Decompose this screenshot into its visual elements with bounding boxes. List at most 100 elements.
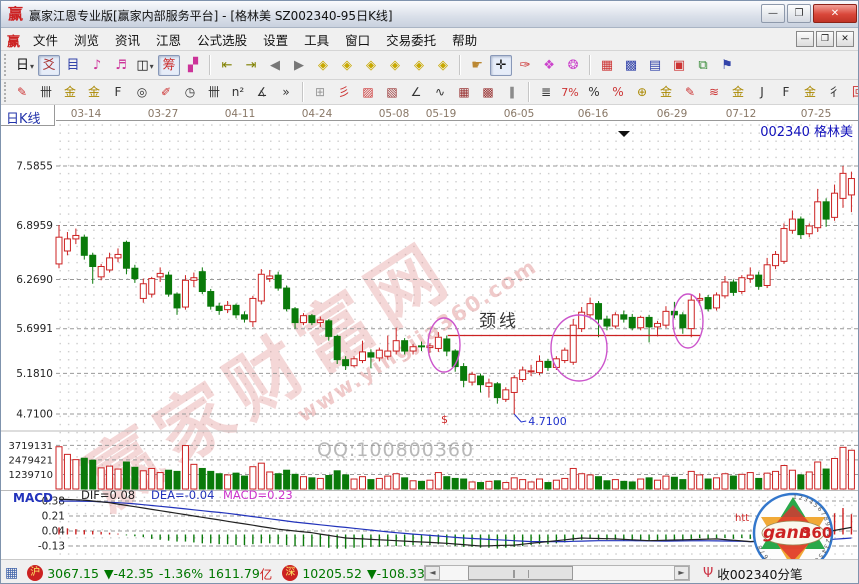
pct-icon[interactable]: %: [588, 84, 600, 99]
angle-line-icon[interactable]: ∡: [256, 84, 268, 99]
volume3-icon[interactable]: ♪: [92, 57, 102, 73]
volume9-icon[interactable]: ♬: [115, 57, 127, 73]
stretch-y-icon[interactable]: ◈: [438, 57, 449, 73]
gann-grid-icon[interactable]: 卌: [39, 84, 52, 99]
svg-text:2479421: 2479421: [8, 455, 53, 466]
scrollbar-track[interactable]: [440, 566, 674, 580]
angle-pin-icon[interactable]: ✑: [519, 57, 531, 73]
chip-distribution-icon[interactable]: 筹: [158, 54, 181, 76]
sh-index-value: 3067.15: [47, 565, 99, 581]
candlestick-chart[interactable]: 03-14 03-27 04-11 04-24 05-08 05-19 06-05 06-16…: [1, 105, 859, 559]
wave-icon[interactable]: ≋: [708, 84, 720, 99]
candle-style-icon[interactable]: ◫▾: [136, 57, 154, 73]
expand-all-icon[interactable]: ◈: [414, 57, 425, 73]
zoom-out-x-icon[interactable]: ◈: [318, 57, 329, 73]
ray-box-icon[interactable]: ▧: [386, 84, 398, 99]
menu-item-6[interactable]: 工具: [304, 33, 330, 48]
fib-grid-icon[interactable]: F: [114, 84, 122, 99]
stat-list-icon[interactable]: ≣: [540, 84, 552, 99]
shanghai-index-icon[interactable]: 沪: [27, 565, 44, 581]
layers-icon[interactable]: ⧉: [698, 57, 708, 73]
menu-item-0[interactable]: 文件: [33, 33, 59, 48]
menu-item-1[interactable]: 浏览: [74, 33, 100, 48]
fan-box-icon[interactable]: ▨: [362, 84, 374, 99]
close-button[interactable]: ✕: [813, 4, 857, 23]
info-panel-icon[interactable]: 目: [66, 57, 80, 73]
gold-circle-icon[interactable]: ⊕: [636, 84, 648, 99]
svg-text:6.2690: 6.2690: [16, 274, 53, 286]
maximize-button[interactable]: ❐: [787, 4, 811, 23]
pattern-icon[interactable]: ❂: [567, 57, 579, 73]
mdi-close-button[interactable]: ✕: [836, 31, 854, 47]
compress-x-icon[interactable]: ◈: [390, 57, 401, 73]
goto-first-icon[interactable]: ⇤: [221, 57, 233, 73]
mdi-minimize-button[interactable]: —: [796, 31, 814, 47]
scrollbar-thumb[interactable]: [468, 566, 573, 580]
red-box-icon[interactable]: 回: [847, 83, 858, 102]
menu-item-5[interactable]: 设置: [263, 33, 289, 48]
notepad-icon[interactable]: ▤: [648, 57, 662, 73]
menu-item-4[interactable]: 公式选股: [197, 33, 248, 48]
zoom-in-x-icon[interactable]: ◈: [342, 57, 353, 73]
crosshair-icon[interactable]: ✛: [490, 54, 513, 76]
ink-pen-icon[interactable]: ✎: [684, 84, 696, 99]
f-line-icon[interactable]: F: [782, 84, 790, 99]
draw-brush-icon[interactable]: ✎: [16, 84, 28, 99]
fan-lines-icon[interactable]: 彡: [337, 84, 350, 99]
prev-bar-icon[interactable]: ◀: [270, 57, 281, 73]
gold-grid2-icon[interactable]: 金: [87, 84, 100, 99]
chart-area[interactable]: 日K线 赢家财富网 www.yingjia360.com QQ:10080036…: [1, 105, 859, 559]
shenzhen-index-icon[interactable]: 深: [282, 565, 299, 581]
calendar-icon[interactable]: ▦: [600, 57, 614, 73]
mdi-restore-button[interactable]: ❐: [816, 31, 834, 47]
spiral-icon[interactable]: ◎: [136, 84, 148, 99]
gold-line2-icon[interactable]: 金: [731, 84, 744, 99]
pct7-icon[interactable]: 7%: [561, 85, 579, 99]
calculator-icon[interactable]: ▩: [624, 57, 638, 73]
zhi-line-icon[interactable]: 彳: [827, 84, 840, 99]
j-line-icon[interactable]: J: [760, 84, 764, 99]
gold-grid1-icon[interactable]: 金: [63, 84, 76, 99]
menu-item-7[interactable]: 窗口: [345, 33, 371, 48]
date-axis: 03-14 03-27 04-11 04-24 05-08 05-19 06-05 06-16…: [56, 108, 858, 121]
pan-hand-icon[interactable]: ☛: [471, 57, 483, 73]
stretch-x-icon[interactable]: ◈: [366, 57, 377, 73]
svg-text:-0.13: -0.13: [38, 540, 65, 552]
menu-item-3[interactable]: 江恩: [156, 33, 182, 48]
pct-line-icon[interactable]: %: [612, 84, 624, 99]
minimize-button[interactable]: —: [761, 4, 785, 23]
market-table-icon[interactable]: ▦: [5, 565, 19, 581]
next-bar-icon[interactable]: ▶: [294, 57, 305, 73]
more-tools-chevron[interactable]: »: [282, 84, 290, 99]
zigzag-icon[interactable]: ∿: [434, 84, 446, 99]
time-circle-icon[interactable]: ◷: [184, 84, 196, 99]
line-grid-icon[interactable]: 卌: [207, 84, 220, 99]
menu-item-8[interactable]: 交易委托: [386, 33, 437, 48]
goto-last-icon[interactable]: ⇥: [245, 57, 257, 73]
square-n2-icon[interactable]: n²: [231, 84, 245, 99]
menu-item-9[interactable]: 帮助: [452, 33, 478, 48]
scroll-right-button[interactable]: ►: [674, 566, 689, 580]
svg-text:002340 格林美: 002340 格林美: [760, 124, 853, 140]
kline-period-icon[interactable]: 日▾: [16, 57, 35, 73]
svg-text:DEA=-0.04: DEA=-0.04: [151, 488, 214, 502]
pencil-grid-icon[interactable]: ✐: [160, 84, 172, 99]
toolbar-separator: [589, 55, 592, 75]
horizontal-scrollbar[interactable]: ◄ ►: [424, 565, 690, 581]
parallel-lines-icon[interactable]: ∥: [509, 84, 515, 99]
ray-pencil-icon[interactable]: ∠: [410, 84, 422, 99]
price-box-icon[interactable]: ⊞: [314, 84, 326, 99]
scroll-left-button[interactable]: ◄: [425, 566, 440, 580]
menu-item-2[interactable]: 资讯: [115, 33, 141, 48]
trend-flag-icon[interactable]: ▞: [188, 57, 199, 73]
gann-square-icon[interactable]: ❖: [543, 57, 555, 73]
trade-cart-icon[interactable]: ⚑: [721, 57, 733, 73]
svg-text:0.04: 0.04: [42, 525, 66, 537]
dense-grid-icon[interactable]: ▦: [458, 84, 470, 99]
gold-angle-icon[interactable]: 金: [803, 84, 816, 99]
gold-line-icon[interactable]: 金: [659, 84, 672, 99]
yinyang-chart-icon[interactable]: 爻: [38, 54, 61, 76]
svg-text:MACD=0.23: MACD=0.23: [223, 488, 293, 502]
save-icon[interactable]: ▣: [672, 57, 686, 73]
dense-grid2-icon[interactable]: ▩: [482, 84, 494, 99]
